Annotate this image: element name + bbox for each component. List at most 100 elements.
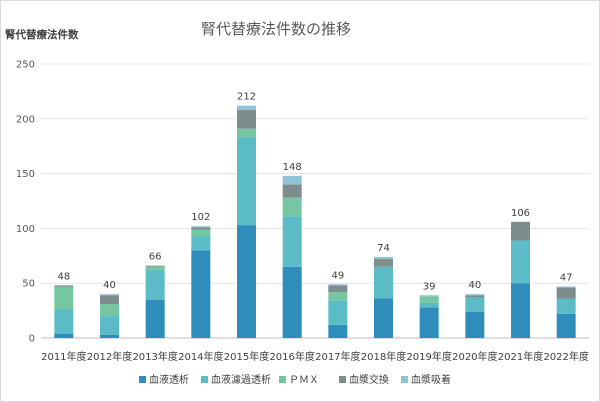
bar-segment bbox=[328, 324, 348, 338]
bar-segment bbox=[328, 300, 348, 325]
bar-segment bbox=[100, 316, 119, 335]
bar-segment bbox=[556, 313, 576, 338]
x-tick-label: 2013年度 bbox=[132, 350, 177, 363]
bar-segment bbox=[419, 296, 439, 303]
legend-swatch bbox=[279, 376, 286, 383]
bar-segment bbox=[54, 286, 74, 310]
total-label: 106 bbox=[511, 208, 530, 219]
total-label: 39 bbox=[423, 281, 436, 292]
bar-segment bbox=[100, 294, 119, 296]
bar-segment bbox=[282, 175, 302, 185]
bar-segment bbox=[100, 295, 119, 305]
total-label: 102 bbox=[191, 212, 210, 223]
bar-segment bbox=[145, 270, 165, 300]
bar-segment bbox=[511, 283, 530, 338]
bar-segment bbox=[100, 334, 119, 338]
bar-segment bbox=[419, 307, 439, 338]
legend-swatch bbox=[339, 376, 346, 383]
bar-segment bbox=[282, 216, 302, 267]
bar-segment bbox=[237, 110, 256, 129]
bar-segment bbox=[556, 298, 576, 314]
legend: 血液透析 血液濾過透析 ＰＭＸ 血漿交換 血漿吸着 bbox=[139, 373, 451, 386]
bar-segment bbox=[54, 333, 74, 338]
x-tick-label: 2012年度 bbox=[87, 350, 132, 363]
y-axis-ticks: 0 50 100 150 200 250 bbox=[16, 60, 35, 345]
bar-segment bbox=[374, 266, 393, 299]
bar-segment bbox=[282, 197, 302, 217]
bar-segment bbox=[145, 266, 165, 271]
y-tick-label: 100 bbox=[16, 224, 35, 235]
x-tick-label: 2021年度 bbox=[498, 350, 543, 363]
bar-segment bbox=[419, 295, 439, 297]
bar-segment bbox=[419, 302, 439, 308]
bar-segment bbox=[282, 266, 302, 338]
gridlines bbox=[41, 63, 589, 339]
x-tick-label: 2017年度 bbox=[315, 350, 360, 363]
bar-segment bbox=[237, 128, 256, 138]
bars bbox=[54, 105, 576, 338]
bar-segment bbox=[191, 227, 211, 230]
x-tick-label: 2019年度 bbox=[406, 350, 451, 363]
y-axis-label: 腎代替療法件数 bbox=[5, 28, 79, 41]
bar-segment bbox=[145, 299, 165, 338]
bar-segment bbox=[145, 265, 165, 267]
legend-label: 血漿交換 bbox=[349, 373, 389, 386]
bar-segment bbox=[282, 184, 302, 198]
x-tick-label: 2011年度 bbox=[41, 350, 86, 363]
bar-segment bbox=[328, 284, 348, 286]
legend-swatch bbox=[401, 376, 408, 383]
total-label: 49 bbox=[331, 270, 344, 281]
bar-segment bbox=[511, 221, 530, 241]
y-tick-label: 200 bbox=[16, 114, 35, 125]
total-label: 48 bbox=[57, 271, 70, 282]
x-tick-label: 2014年度 bbox=[178, 350, 223, 363]
bar-segment bbox=[374, 259, 393, 267]
total-label: 40 bbox=[103, 280, 116, 291]
bar-segment bbox=[556, 286, 576, 288]
bar-segment bbox=[465, 297, 485, 312]
total-labels: 48 40 66 102 212 148 49 74 39 40 106 47 bbox=[57, 92, 572, 293]
legend-swatch bbox=[139, 376, 146, 383]
bar-segment bbox=[237, 225, 256, 338]
legend-label: 血液透析 bbox=[149, 373, 189, 386]
bar-segment bbox=[374, 298, 393, 338]
bar-segment bbox=[54, 285, 74, 287]
y-tick-label: 150 bbox=[16, 169, 35, 180]
y-tick-label: 0 bbox=[29, 334, 35, 345]
bar-segment bbox=[191, 226, 211, 228]
bar-segment bbox=[191, 229, 211, 237]
bar-segment bbox=[374, 256, 393, 260]
legend-swatch bbox=[201, 376, 208, 383]
y-tick-label: 250 bbox=[16, 60, 35, 71]
bar-segment bbox=[465, 294, 485, 296]
chart-title: 腎代替療法件数の推移 bbox=[201, 20, 351, 38]
bar-segment bbox=[54, 309, 74, 334]
legend-label: ＰＭＸ bbox=[289, 375, 319, 386]
total-label: 40 bbox=[468, 280, 481, 291]
total-label: 47 bbox=[560, 272, 573, 283]
bar-segment bbox=[465, 295, 485, 298]
legend-label: 血液濾過透析 bbox=[211, 373, 271, 386]
total-label: 74 bbox=[377, 243, 390, 254]
bar-segment bbox=[511, 240, 530, 284]
bar-segment bbox=[191, 250, 211, 338]
x-tick-label: 2020年度 bbox=[452, 350, 497, 363]
x-tick-label: 2016年度 bbox=[269, 350, 314, 363]
x-tick-label: 2018年度 bbox=[361, 350, 406, 363]
bar-segment bbox=[556, 287, 576, 299]
bar-segment bbox=[328, 285, 348, 292]
total-label: 212 bbox=[237, 92, 256, 103]
bar-segment bbox=[465, 311, 485, 338]
x-tick-label: 2015年度 bbox=[224, 350, 269, 363]
total-label: 66 bbox=[149, 252, 162, 263]
bar-segment bbox=[328, 291, 348, 301]
legend-label: 血漿吸着 bbox=[411, 373, 451, 386]
bar-segment bbox=[191, 236, 211, 251]
bar-segment bbox=[237, 105, 256, 111]
bar-segment bbox=[100, 304, 119, 317]
y-tick-label: 50 bbox=[22, 279, 35, 290]
total-label: 148 bbox=[283, 162, 302, 173]
bar-segment bbox=[237, 137, 256, 226]
